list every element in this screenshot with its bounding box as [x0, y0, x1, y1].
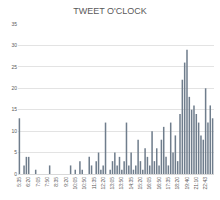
svg-text:22:43: 22:43	[202, 177, 208, 190]
svg-text:20: 20	[11, 85, 17, 91]
svg-text:25: 25	[11, 64, 17, 70]
svg-text:15:20: 15:20	[137, 177, 143, 190]
svg-text:19:40: 19:40	[184, 177, 190, 190]
svg-text:TWEET O'CLOCK: TWEET O'CLOCK	[73, 6, 147, 16]
svg-text:0: 0	[14, 171, 17, 177]
svg-text:6:20: 6:20	[25, 177, 31, 187]
svg-text:10:05: 10:05	[72, 177, 78, 190]
svg-text:5: 5	[14, 149, 17, 155]
svg-text:18:20: 18:20	[174, 177, 180, 190]
svg-text:17:35: 17:35	[165, 177, 171, 190]
svg-text:13:05: 13:05	[109, 177, 115, 190]
svg-text:15: 15	[11, 106, 17, 112]
svg-text:8:35: 8:35	[53, 177, 59, 187]
svg-text:7:50: 7:50	[44, 177, 50, 187]
svg-text:21:10: 21:10	[193, 177, 199, 190]
svg-text:35: 35	[11, 21, 17, 27]
svg-text:14:35: 14:35	[128, 177, 134, 190]
svg-text:10:50: 10:50	[81, 177, 87, 190]
svg-text:12:20: 12:20	[100, 177, 106, 190]
svg-text:30: 30	[11, 42, 17, 48]
svg-text:16:50: 16:50	[156, 177, 162, 190]
svg-text:5:35: 5:35	[16, 177, 22, 187]
svg-text:11:35: 11:35	[91, 177, 97, 189]
svg-text:13:50: 13:50	[118, 177, 124, 190]
svg-text:9:20: 9:20	[63, 177, 69, 187]
svg-text:10: 10	[11, 128, 17, 134]
svg-text:16:05: 16:05	[146, 177, 152, 190]
svg-text:7:05: 7:05	[35, 177, 41, 187]
